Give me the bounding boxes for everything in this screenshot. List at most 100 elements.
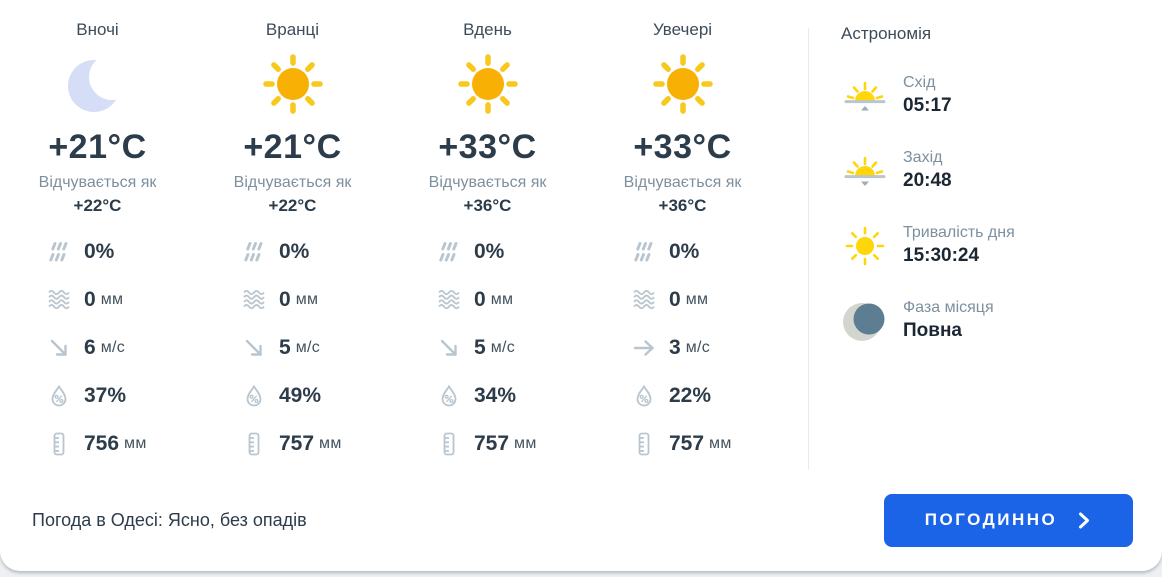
precip-amount-row: 0 мм	[241, 276, 390, 324]
period-label: Вночі	[76, 20, 119, 39]
astronomy-panel: Астрономія Схід 05:17 Захід 20:48 Тривал…	[841, 24, 1141, 344]
precip-probability-value: 0%	[84, 240, 115, 263]
feels-like-temperature: +36°C	[463, 196, 512, 215]
sun-icon	[455, 40, 521, 128]
feels-like-temperature: +22°C	[73, 196, 122, 215]
precip-amount-unit: мм	[295, 291, 319, 308]
moon-phase-value: Повна	[903, 320, 962, 341]
pressure-row: 757 мм	[241, 420, 390, 468]
humidity-row: 34%	[436, 372, 585, 420]
day-length-label: Тривалість дня	[903, 224, 1015, 241]
wind-row: 6 м/с	[46, 324, 195, 372]
pressure-unit: мм	[124, 435, 147, 452]
precip-probability-row: 0%	[46, 228, 195, 276]
precip-probability-row: 0%	[241, 228, 390, 276]
precipitation-waves-icon	[631, 287, 657, 313]
period-label: Вранці	[265, 20, 320, 39]
pressure-gauge-icon	[46, 431, 72, 457]
sunset-icon	[841, 147, 888, 194]
sun-icon	[260, 40, 326, 128]
precip-amount-unit: мм	[100, 291, 124, 308]
forecast-columns: Вночі +21°C Відчувається як +22°C 0% 0 м…	[0, 20, 780, 468]
temperature: +21°C	[48, 128, 147, 166]
humidity-droplet-icon	[241, 383, 267, 409]
humidity-row: 49%	[241, 372, 390, 420]
chevron-right-icon	[1074, 511, 1092, 529]
precip-amount-row: 0 мм	[436, 276, 585, 324]
detail-rows: 0% 0 мм 5 м/с 34% 757	[390, 228, 585, 468]
feels-like-label: Відчувається як	[428, 174, 547, 191]
wind-speed-value: 6	[84, 336, 96, 359]
humidity-value: 34%	[474, 384, 517, 407]
pressure-unit: мм	[319, 435, 342, 452]
moon-phase-label: Фаза місяця	[903, 299, 994, 316]
period-column-day: Вдень +33°C Відчувається як +36°C 0% 0 м…	[390, 20, 585, 468]
humidity-value: 37%	[84, 384, 127, 407]
precip-amount-value: 0	[669, 288, 681, 311]
detail-rows: 0% 0 мм 3 м/с 22% 757	[585, 228, 780, 468]
hourly-button-label: ПОГОДИННО	[924, 510, 1058, 529]
precip-amount-unit: мм	[685, 291, 709, 308]
wind-speed-unit: м/с	[490, 339, 516, 356]
precip-amount-value: 0	[279, 288, 291, 311]
sunset-item: Захід 20:48	[841, 147, 1141, 194]
wind-direction-arrow-icon	[46, 335, 72, 361]
weather-summary: Погода в Одесі: Ясно, без опадів	[32, 509, 307, 530]
precip-probability-value: 0%	[279, 240, 310, 263]
sunrise-value: 05:17	[903, 95, 952, 116]
wind-speed-value: 5	[279, 336, 291, 359]
wind-speed-value: 5	[474, 336, 486, 359]
pressure-row: 757 мм	[631, 420, 780, 468]
humidity-droplet-icon	[631, 383, 657, 409]
temperature: +33°C	[438, 128, 537, 166]
feels-like-label: Відчувається як	[233, 174, 352, 191]
precip-amount-value: 0	[84, 288, 96, 311]
vertical-divider	[808, 28, 809, 470]
sunset-value: 20:48	[903, 170, 952, 191]
wind-direction-arrow-icon	[241, 335, 267, 361]
wind-speed-unit: м/с	[100, 339, 126, 356]
precipitation-waves-icon	[46, 287, 72, 313]
moon-phase-icon	[841, 297, 888, 344]
period-label: Увечері	[652, 20, 713, 39]
hourly-forecast-button[interactable]: ПОГОДИННО	[884, 493, 1133, 547]
rain-drops-icon	[46, 239, 72, 265]
temperature: +21°C	[243, 128, 342, 166]
humidity-value: 49%	[279, 384, 322, 407]
moon-icon	[64, 40, 132, 128]
detail-rows: 0% 0 мм 6 м/с 37% 756	[0, 228, 195, 468]
feels-like-label: Відчувається як	[623, 174, 742, 191]
wind-row: 5 м/с	[436, 324, 585, 372]
rain-drops-icon	[241, 239, 267, 265]
wind-direction-arrow-icon	[436, 335, 462, 361]
pressure-value: 756	[84, 432, 120, 455]
precip-probability-value: 0%	[669, 240, 700, 263]
precipitation-waves-icon	[436, 287, 462, 313]
sun-icon	[841, 222, 888, 269]
humidity-row: 22%	[631, 372, 780, 420]
precip-amount-row: 0 мм	[631, 276, 780, 324]
rain-drops-icon	[436, 239, 462, 265]
wind-row: 5 м/с	[241, 324, 390, 372]
period-column-night: Вночі +21°C Відчувається як +22°C 0% 0 м…	[0, 20, 195, 468]
precipitation-waves-icon	[241, 287, 267, 313]
precip-amount-row: 0 мм	[46, 276, 195, 324]
period-column-morning: Вранці +21°C Відчувається як +22°C 0% 0 …	[195, 20, 390, 468]
sun-icon	[650, 40, 716, 128]
moon-phase-item: Фаза місяця Повна	[841, 297, 1141, 344]
pressure-value: 757	[474, 432, 510, 455]
feels-like-temperature: +22°C	[268, 196, 317, 215]
humidity-row: 37%	[46, 372, 195, 420]
rain-drops-icon	[631, 239, 657, 265]
wind-row: 3 м/с	[631, 324, 780, 372]
wind-direction-arrow-icon	[631, 335, 657, 361]
precip-probability-value: 0%	[474, 240, 505, 263]
day-length-value: 15:30:24	[903, 245, 980, 266]
pressure-value: 757	[669, 432, 705, 455]
feels-like-label: Відчувається як	[38, 174, 157, 191]
precip-amount-value: 0	[474, 288, 486, 311]
wind-speed-value: 3	[669, 336, 681, 359]
humidity-value: 22%	[669, 384, 712, 407]
pressure-gauge-icon	[631, 431, 657, 457]
